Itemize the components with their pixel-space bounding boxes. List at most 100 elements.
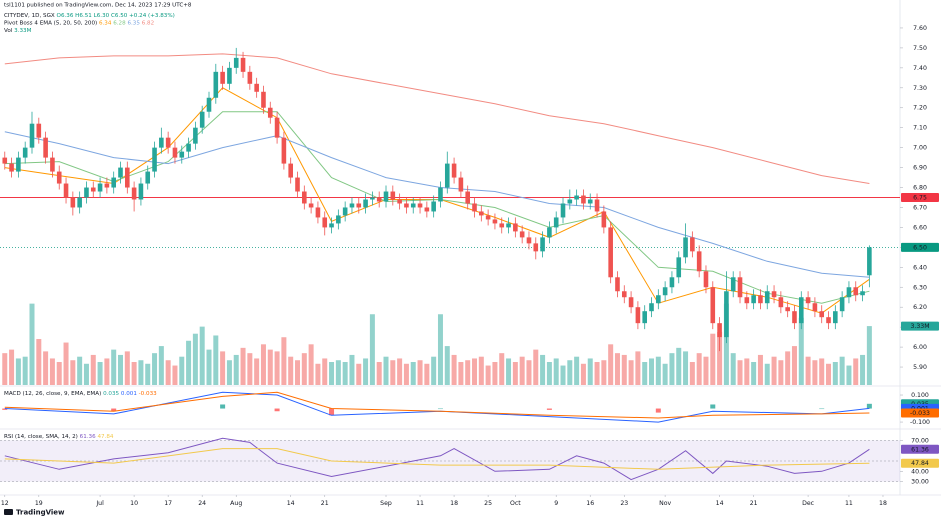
candle-body bbox=[397, 199, 402, 204]
volume-bar bbox=[642, 362, 648, 385]
volume-bar bbox=[145, 363, 151, 385]
candle-body bbox=[567, 199, 573, 204]
candle-body bbox=[70, 197, 76, 208]
y-tick-label: 40.00 bbox=[911, 468, 929, 475]
x-tick-label: 11 bbox=[416, 500, 424, 507]
rsi-value-label-tag bbox=[901, 444, 939, 454]
volume-bar bbox=[846, 365, 852, 385]
candle-body bbox=[615, 277, 620, 292]
volume-bar bbox=[553, 358, 559, 385]
candle-body bbox=[56, 171, 62, 184]
last-price-label-tag bbox=[901, 242, 939, 252]
candle-body bbox=[724, 291, 729, 338]
volume-bar bbox=[83, 363, 89, 385]
volume-bar bbox=[730, 353, 736, 385]
candle-body bbox=[261, 91, 266, 108]
histogram-bar bbox=[437, 408, 443, 410]
volume-bar bbox=[186, 340, 192, 385]
volume-bar bbox=[791, 346, 797, 385]
candle-body bbox=[376, 197, 382, 202]
volume-bar bbox=[614, 353, 620, 385]
hline-label-tag bbox=[901, 193, 939, 202]
candle-body bbox=[179, 151, 185, 158]
macd-value: -0.033 bbox=[139, 391, 157, 397]
candle-body bbox=[635, 307, 641, 324]
candle-body bbox=[492, 219, 498, 224]
candle-body bbox=[159, 137, 164, 148]
volume-bar bbox=[512, 362, 518, 385]
candle-body bbox=[839, 297, 845, 312]
candle-body bbox=[315, 207, 321, 218]
volume-bar bbox=[63, 342, 69, 385]
volume-bar bbox=[226, 360, 232, 385]
volume-bar bbox=[472, 358, 478, 385]
volume-bar bbox=[628, 360, 634, 385]
y-tick-label: 30.00 bbox=[911, 479, 929, 486]
volume-bar bbox=[213, 335, 219, 385]
volume-bar bbox=[315, 363, 321, 385]
volume-bar bbox=[424, 363, 430, 385]
histogram-bar bbox=[710, 404, 716, 409]
y-tick-label: 7.20 bbox=[913, 105, 927, 112]
candle-body bbox=[669, 277, 675, 288]
histogram-bar bbox=[274, 408, 280, 412]
y-tick-label: 7.60 bbox=[913, 25, 927, 32]
y-tick-label: 0.100 bbox=[911, 392, 929, 399]
volume-bar bbox=[369, 314, 375, 385]
volume-bar bbox=[308, 344, 314, 385]
volume-bar bbox=[778, 360, 784, 385]
candle-body bbox=[833, 311, 838, 324]
histogram-bar bbox=[546, 408, 552, 410]
y-tick-label: 7.00 bbox=[913, 145, 927, 152]
candle-body bbox=[50, 157, 55, 172]
x-tick-label: 19 bbox=[35, 500, 43, 507]
candle-body bbox=[533, 243, 539, 252]
volume-bar bbox=[417, 360, 423, 385]
candle-body bbox=[90, 187, 96, 192]
candle-body bbox=[846, 287, 852, 298]
volume-bar bbox=[751, 362, 757, 385]
volume-bar bbox=[322, 358, 328, 385]
ohlc: O6.36 H6.51 L6.30 C6.50 +0.24 (+3.83%) bbox=[57, 13, 175, 19]
volume-bar bbox=[655, 356, 661, 385]
volume-bar bbox=[608, 344, 614, 385]
volume-bar bbox=[2, 353, 8, 385]
volume-bar bbox=[785, 351, 791, 385]
volume-bar bbox=[301, 353, 307, 385]
candle-body bbox=[281, 137, 287, 164]
volume-bar bbox=[172, 365, 178, 385]
candle-body bbox=[131, 187, 137, 200]
x-tick-label: Nov bbox=[659, 500, 671, 507]
candle-body bbox=[792, 311, 797, 324]
candle-body bbox=[138, 183, 144, 200]
volume-bar bbox=[233, 354, 239, 385]
volume-bar bbox=[199, 326, 205, 385]
candle-body bbox=[601, 211, 607, 228]
volume-bar bbox=[36, 339, 42, 385]
rsi-value-label-tag bbox=[901, 458, 939, 468]
volume-bar bbox=[267, 349, 273, 385]
volume-bar bbox=[29, 303, 35, 385]
histogram-bar bbox=[655, 408, 661, 413]
published-note: tsl1101 published on TradingView.com, De… bbox=[4, 3, 192, 9]
candle-body bbox=[342, 207, 348, 216]
candle-body bbox=[431, 201, 436, 212]
candle-body bbox=[751, 295, 756, 304]
volume-legend: Vol 3.33M bbox=[4, 28, 32, 34]
candle-body bbox=[240, 57, 246, 72]
volume-bar bbox=[546, 362, 552, 385]
candle-body bbox=[451, 163, 457, 178]
candle-body bbox=[867, 247, 872, 276]
volume-bar bbox=[335, 360, 341, 385]
candle-body bbox=[710, 287, 716, 324]
candle-body bbox=[560, 203, 566, 218]
histogram-bar bbox=[2, 408, 8, 410]
y-tick-label: 7.40 bbox=[913, 65, 927, 72]
candle-body bbox=[410, 203, 416, 208]
histogram-bar bbox=[866, 403, 872, 409]
macd-value-label: -0.033 bbox=[910, 410, 930, 417]
candle-body bbox=[485, 215, 491, 220]
volume-bar bbox=[683, 351, 689, 385]
candle-body bbox=[771, 291, 777, 298]
rsi-value: 61.36 bbox=[80, 434, 96, 440]
